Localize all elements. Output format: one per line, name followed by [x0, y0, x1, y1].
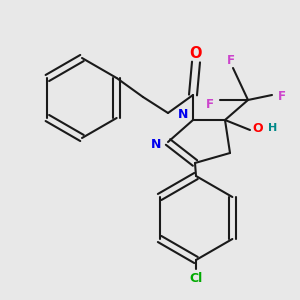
Text: O: O [190, 46, 202, 62]
Text: N: N [178, 109, 188, 122]
Text: O: O [253, 122, 263, 134]
Text: F: F [278, 91, 286, 103]
Text: Cl: Cl [189, 272, 203, 286]
Text: F: F [206, 98, 214, 112]
Text: H: H [268, 123, 278, 133]
Text: N: N [151, 137, 161, 151]
Text: F: F [227, 53, 235, 67]
